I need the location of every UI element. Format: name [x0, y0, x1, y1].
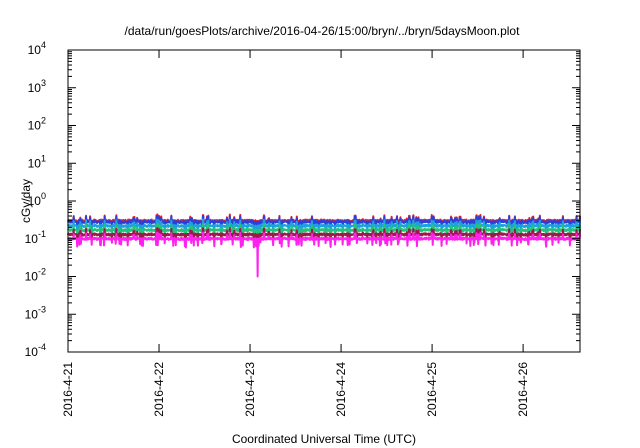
series-line-4 — [67, 222, 581, 240]
series-line-3 — [67, 218, 581, 236]
y-tick-label: 10-1 — [25, 229, 46, 246]
x-tick-label: 2016-4-24 — [334, 362, 348, 417]
x-tick-label: 2016-4-21 — [61, 362, 75, 417]
series-line-2 — [67, 214, 581, 232]
x-axis-label: Coordinated Universal Time (UTC) — [232, 432, 416, 446]
y-tick-label: 104 — [28, 40, 46, 57]
y-tick-label: 10-2 — [25, 267, 46, 284]
x-tick-label: 2016-4-26 — [516, 362, 530, 417]
y-tick-label: 10-4 — [25, 342, 46, 359]
x-tick-label: 2016-4-23 — [243, 362, 257, 417]
plot-frame — [67, 49, 581, 353]
series-layer — [67, 213, 581, 278]
y-tick-label: 100 — [28, 191, 46, 208]
chart-title: /data/run/goesPlots/archive/2016-04-26/1… — [125, 24, 521, 38]
y-axis-label: cGy/day — [19, 179, 33, 223]
series-line-5 — [67, 226, 581, 245]
x-tick-label: 2016-4-25 — [425, 362, 439, 417]
y-axis: 10-4 10-3 10-2 10-1 100 101 102 103 104 — [25, 40, 580, 359]
y-tick-label: 10-3 — [25, 304, 46, 321]
series-line-6 — [67, 231, 581, 278]
x-axis: 2016-4-21 2016-4-22 2016-4-23 2016-4-24 2016… — [61, 50, 530, 417]
y-tick-label: 102 — [28, 116, 46, 133]
y-tick-label: 101 — [28, 153, 46, 170]
x-tick-label: 2016-4-22 — [152, 362, 166, 417]
y-tick-label: 103 — [28, 78, 46, 95]
